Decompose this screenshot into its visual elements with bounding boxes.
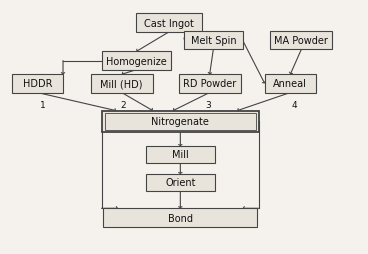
Text: Homogenize: Homogenize	[106, 56, 167, 66]
FancyBboxPatch shape	[103, 209, 257, 227]
Text: Orient: Orient	[165, 178, 195, 187]
FancyBboxPatch shape	[145, 174, 215, 191]
Text: Anneal: Anneal	[273, 79, 307, 89]
FancyBboxPatch shape	[102, 111, 259, 133]
FancyBboxPatch shape	[102, 52, 171, 70]
Text: HDDR: HDDR	[22, 79, 52, 89]
FancyBboxPatch shape	[184, 32, 243, 50]
Text: Melt Spin: Melt Spin	[191, 36, 236, 46]
Text: Cast Ingot: Cast Ingot	[144, 19, 194, 28]
FancyBboxPatch shape	[145, 147, 215, 163]
FancyBboxPatch shape	[270, 32, 332, 50]
Text: Mill: Mill	[172, 150, 189, 160]
Text: 1: 1	[40, 101, 46, 110]
FancyBboxPatch shape	[265, 75, 316, 93]
Text: Bond: Bond	[168, 213, 193, 223]
Text: Mill (HD): Mill (HD)	[100, 79, 143, 89]
FancyBboxPatch shape	[91, 75, 153, 93]
Text: 4: 4	[291, 101, 297, 110]
Text: Nitrogenate: Nitrogenate	[151, 117, 209, 127]
Text: 2: 2	[121, 101, 126, 110]
FancyBboxPatch shape	[12, 75, 63, 93]
Text: RD Powder: RD Powder	[183, 79, 236, 89]
Text: MA Powder: MA Powder	[275, 36, 328, 46]
FancyBboxPatch shape	[136, 14, 202, 33]
FancyBboxPatch shape	[178, 75, 241, 93]
Text: 3: 3	[205, 101, 211, 110]
